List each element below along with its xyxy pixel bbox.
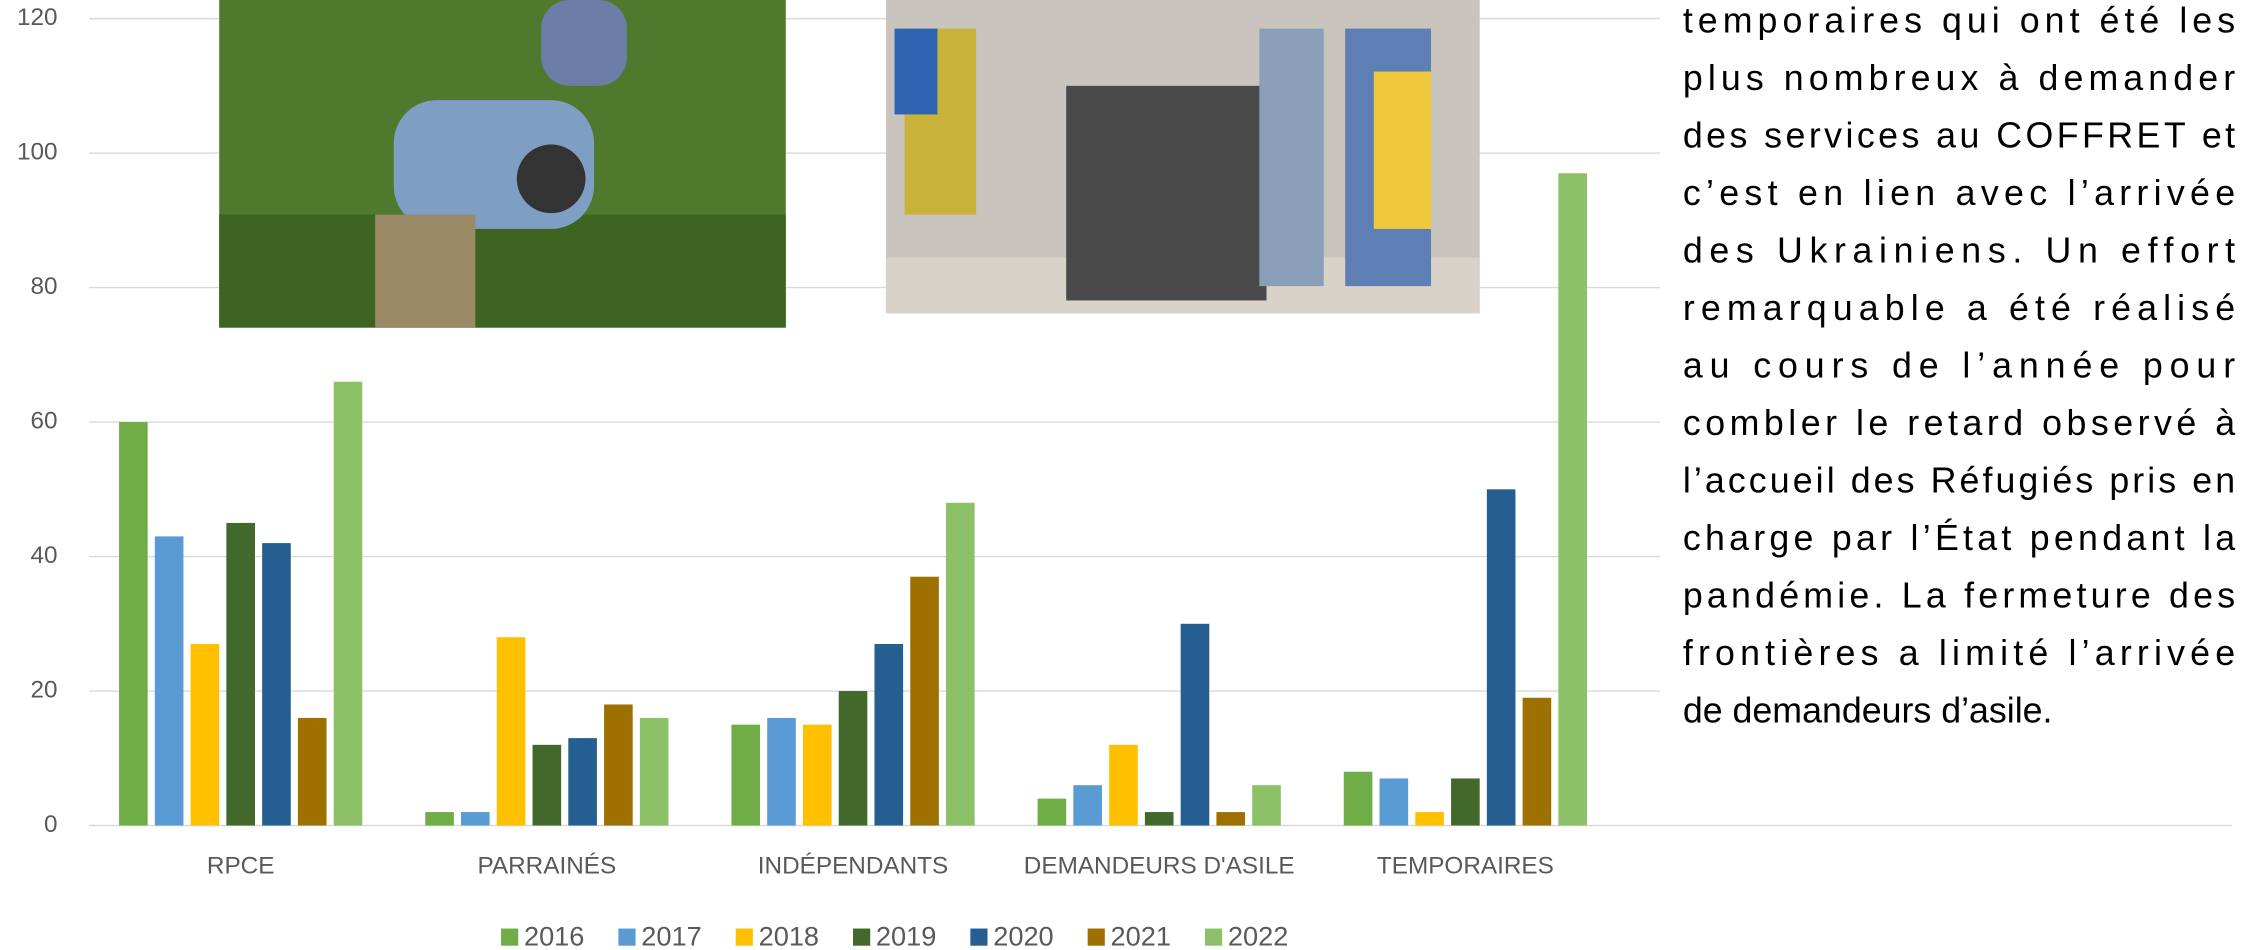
paragraph-line: pandémie. La fermeture des (1683, 575, 2235, 615)
paragraph-line: charge par l’État pendant la (1683, 518, 2235, 558)
paragraph-line: des Ukrainiens. Un effort (1683, 230, 2235, 270)
paragraph-line: remarquable a été réalisé (1683, 288, 2235, 328)
bar (119, 422, 148, 825)
legend-swatch (618, 929, 635, 946)
bar (334, 382, 363, 826)
bar (946, 503, 975, 826)
photo-flag (895, 29, 938, 115)
bar (1181, 624, 1210, 826)
legend-label: 2017 (641, 921, 701, 950)
x-tick-label: PARRAINÉS (477, 852, 616, 879)
legend-label: 2022 (1228, 921, 1288, 950)
legend-swatch (501, 929, 518, 946)
paragraph-line: l’accueil des Réfugiés pris en (1683, 460, 2235, 500)
bar (226, 523, 255, 826)
paragraph-line: c’est en lien avec l’arrivée (1683, 173, 2235, 213)
bar (155, 536, 184, 825)
photo-farm (219, 0, 786, 328)
bar (1558, 173, 1587, 825)
legend-label: 2019 (876, 921, 936, 950)
legend-swatch (970, 929, 987, 946)
legend-label: 2016 (524, 921, 584, 950)
photo-arrivals (886, 0, 1480, 313)
bar (910, 577, 939, 826)
bar (461, 812, 490, 825)
bar (1073, 785, 1102, 825)
photo-flag (1374, 72, 1431, 229)
bar (425, 812, 454, 825)
chart: 0 20 40 60 80 100 120 RPCE PARRAINÉS INDÉPENDANTS… (0, 0, 2244, 950)
legend-swatch (1088, 929, 1105, 946)
bar (262, 543, 291, 825)
legend-label: 2020 (993, 921, 1053, 950)
paragraph-line: de demandeurs d’asile. (1683, 691, 2053, 731)
y-tick-label: 20 (30, 676, 57, 703)
bar (1487, 489, 1516, 825)
bar (604, 704, 633, 825)
y-tick-label: 100 (17, 139, 58, 166)
photo-cap (517, 145, 586, 214)
y-tick-label: 60 (30, 407, 57, 434)
bar (533, 745, 562, 826)
legend-swatch (736, 929, 753, 946)
x-tick-label: RPCE (207, 852, 275, 879)
legend-swatch (853, 929, 870, 946)
page: 0 20 40 60 80 100 120 RPCE PARRAINÉS INDÉPENDANTS… (0, 0, 2244, 950)
x-tick-label: INDÉPENDANTS (758, 852, 948, 879)
paragraph-line: des services au COFFRET et (1683, 115, 2235, 155)
bar (568, 738, 597, 825)
bar (1252, 785, 1281, 825)
bar (191, 644, 220, 826)
bar (1380, 778, 1409, 825)
y-tick-label: 120 (17, 4, 58, 31)
paragraph-line: temporaires qui ont été les (1683, 0, 2235, 40)
photo-figure (1259, 29, 1323, 287)
photo-legs (375, 215, 475, 328)
photo-figure (541, 0, 627, 86)
x-tick-label: DEMANDEURS D'ASILE (1024, 852, 1295, 879)
y-tick-label: 0 (44, 811, 58, 838)
paragraph-line: plus nombreux à demander (1683, 58, 2235, 98)
y-tick-label: 40 (30, 542, 57, 569)
paragraph-line: au cours de l’année pour (1683, 345, 2235, 385)
bar (874, 644, 903, 826)
photo-luggage (1066, 86, 1266, 301)
x-tick-label: TEMPORAIRES (1377, 852, 1554, 879)
photo-ground (219, 215, 786, 328)
bar (1216, 812, 1245, 825)
bar (298, 718, 327, 826)
bar (1451, 778, 1480, 825)
bar (640, 718, 669, 826)
y-tick-label: 80 (30, 273, 57, 300)
bar (1344, 772, 1373, 826)
bar (1415, 812, 1444, 825)
bar (1109, 745, 1138, 826)
bar (1145, 812, 1174, 825)
bar (497, 637, 526, 825)
bar (1523, 698, 1552, 826)
paragraph-line: combler le retard observé à (1683, 403, 2235, 443)
paragraph-line: frontières a limité l’arrivée (1683, 633, 2235, 673)
bar (803, 725, 832, 826)
legend-swatch (1205, 929, 1222, 946)
bar (731, 725, 760, 826)
bar (1038, 799, 1067, 826)
bar (767, 718, 796, 826)
bar (839, 691, 868, 825)
legend-label: 2018 (759, 921, 819, 950)
legend-label: 2021 (1111, 921, 1171, 950)
